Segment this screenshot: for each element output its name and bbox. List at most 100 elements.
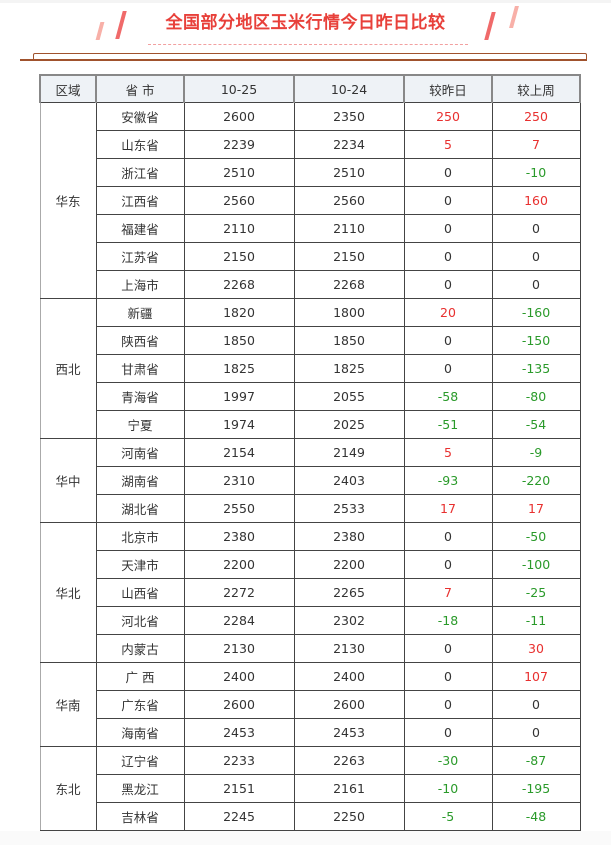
change-week-cell: 0 bbox=[491, 690, 581, 719]
change-week-cell: 0 bbox=[491, 214, 581, 243]
price-today-cell: 2200 bbox=[183, 550, 295, 579]
page-title: 全国部分地区玉米行情今日昨日比较 bbox=[165, 13, 446, 33]
table-row: 西北 新疆 1820 1800 20 -160 bbox=[39, 298, 581, 439]
price-today-cell: 2130 bbox=[183, 634, 295, 663]
change-day-cell: 0 bbox=[403, 242, 493, 271]
table-row: 江西省 2560 2560 0 160 bbox=[40, 186, 581, 215]
price-today-cell: 2154 bbox=[183, 438, 295, 467]
province-cell: 内蒙古 bbox=[95, 634, 185, 663]
province-cell: 山西省 bbox=[95, 578, 185, 607]
table-row: 福建省 2110 2110 0 0 bbox=[40, 214, 581, 243]
change-day-cell: 0 bbox=[403, 270, 493, 299]
price-today-cell: 1850 bbox=[183, 326, 295, 355]
province-cell: 青海省 bbox=[95, 382, 185, 411]
change-week-cell: 7 bbox=[491, 130, 581, 159]
change-week-cell: 160 bbox=[491, 186, 581, 215]
province-cell: 陕西省 bbox=[95, 326, 185, 355]
province-cell: 海南省 bbox=[95, 718, 185, 747]
change-day-cell: 5 bbox=[403, 438, 493, 467]
price-yesterday-cell: 2130 bbox=[293, 634, 405, 663]
change-day-cell: -93 bbox=[403, 466, 493, 495]
price-today-cell: 1820 bbox=[183, 298, 295, 327]
province-cell: 北京市 bbox=[95, 522, 185, 551]
table-row: 内蒙古 2130 2130 0 30 bbox=[40, 634, 581, 663]
change-week-cell: -11 bbox=[491, 606, 581, 635]
price-yesterday-cell: 2250 bbox=[293, 802, 405, 831]
table-row: 甘肃省 1825 1825 0 -135 bbox=[40, 354, 581, 383]
change-week-cell: 30 bbox=[491, 634, 581, 663]
price-today-cell: 2239 bbox=[183, 130, 295, 159]
change-week-cell: -54 bbox=[491, 410, 581, 439]
change-day-cell: 0 bbox=[403, 662, 493, 691]
price-today-cell: 2150 bbox=[183, 242, 295, 271]
price-today-cell: 2510 bbox=[183, 158, 295, 187]
change-day-cell: 0 bbox=[403, 326, 493, 355]
change-day-cell: -10 bbox=[403, 774, 493, 803]
price-yesterday-cell: 2234 bbox=[293, 130, 405, 159]
province-cell: 甘肃省 bbox=[95, 354, 185, 383]
price-yesterday-cell: 2560 bbox=[293, 186, 405, 215]
province-cell: 浙江省 bbox=[95, 158, 185, 187]
change-day-cell: -18 bbox=[403, 606, 493, 635]
change-week-cell: 0 bbox=[491, 718, 581, 747]
table-row: 河北省 2284 2302 -18 -11 bbox=[40, 606, 581, 635]
province-cell: 天津市 bbox=[95, 550, 185, 579]
price-yesterday-cell: 2302 bbox=[293, 606, 405, 635]
header-date-today: 10-25 bbox=[183, 74, 295, 103]
price-yesterday-cell: 2600 bbox=[293, 690, 405, 719]
price-yesterday-cell: 2055 bbox=[293, 382, 405, 411]
price-yesterday-cell: 2380 bbox=[293, 522, 405, 551]
province-cell: 上海市 bbox=[95, 270, 185, 299]
header-date-yesterday: 10-24 bbox=[293, 74, 405, 103]
region-cell: 华北 bbox=[39, 522, 97, 663]
change-week-cell: -48 bbox=[491, 802, 581, 831]
change-day-cell: -58 bbox=[403, 382, 493, 411]
region-cell: 东北 bbox=[39, 746, 97, 831]
change-day-cell: 0 bbox=[403, 634, 493, 663]
table-row: 华中 河南省 2154 2149 5 -9 bbox=[39, 438, 581, 523]
price-today-cell: 2550 bbox=[183, 494, 295, 523]
price-yesterday-cell: 2268 bbox=[293, 270, 405, 299]
change-day-cell: 7 bbox=[403, 578, 493, 607]
province-cell: 辽宁省 bbox=[95, 746, 185, 775]
price-yesterday-cell: 2400 bbox=[293, 662, 405, 691]
change-week-cell: 0 bbox=[491, 270, 581, 299]
price-yesterday-cell: 2110 bbox=[293, 214, 405, 243]
bottom-fade bbox=[0, 831, 611, 845]
change-day-cell: -5 bbox=[403, 802, 493, 831]
table-header: 区域 省 市 10-25 10-24 较昨日 较上周 bbox=[39, 74, 581, 103]
province-cell: 新疆 bbox=[95, 298, 185, 327]
table-row: 湖南省 2310 2403 -93 -220 bbox=[40, 466, 581, 495]
province-cell: 河北省 bbox=[95, 606, 185, 635]
price-yesterday-cell: 2403 bbox=[293, 466, 405, 495]
change-day-cell: 0 bbox=[403, 690, 493, 719]
change-week-cell: -9 bbox=[491, 438, 581, 467]
table-row: 湖北省 2550 2533 17 17 bbox=[40, 494, 581, 523]
price-today-cell: 2272 bbox=[183, 578, 295, 607]
price-today-cell: 2600 bbox=[183, 102, 295, 131]
province-cell: 广 西 bbox=[95, 662, 185, 691]
header-province: 省 市 bbox=[95, 74, 185, 103]
price-today-cell: 2284 bbox=[183, 606, 295, 635]
table-row: 山东省 2239 2234 5 7 bbox=[40, 130, 581, 159]
price-yesterday-cell: 2149 bbox=[293, 438, 405, 467]
price-table: 区域 省 市 10-25 10-24 较昨日 较上周 华东 安徽省 2600 2350… bbox=[39, 74, 581, 831]
divider-frame bbox=[33, 53, 587, 60]
change-week-cell: 0 bbox=[491, 242, 581, 271]
price-today-cell: 1825 bbox=[183, 354, 295, 383]
price-today-cell: 2453 bbox=[183, 718, 295, 747]
header-region: 区域 bbox=[39, 74, 97, 103]
price-yesterday-cell: 2150 bbox=[293, 242, 405, 271]
table-row: 华东 安徽省 2600 2350 250 250 bbox=[39, 102, 581, 299]
table-row: 东北 辽宁省 2233 2263 -30 -87 bbox=[39, 746, 581, 831]
price-today-cell: 2600 bbox=[183, 690, 295, 719]
change-day-cell: 5 bbox=[403, 130, 493, 159]
change-day-cell: 20 bbox=[403, 298, 493, 327]
change-week-cell: 107 bbox=[491, 662, 581, 691]
province-cell: 湖北省 bbox=[95, 494, 185, 523]
change-day-cell: 0 bbox=[403, 214, 493, 243]
price-today-cell: 2233 bbox=[183, 746, 295, 775]
province-cell: 江苏省 bbox=[95, 242, 185, 271]
table-row: 黑龙江 2151 2161 -10 -195 bbox=[40, 774, 581, 803]
province-cell: 福建省 bbox=[95, 214, 185, 243]
